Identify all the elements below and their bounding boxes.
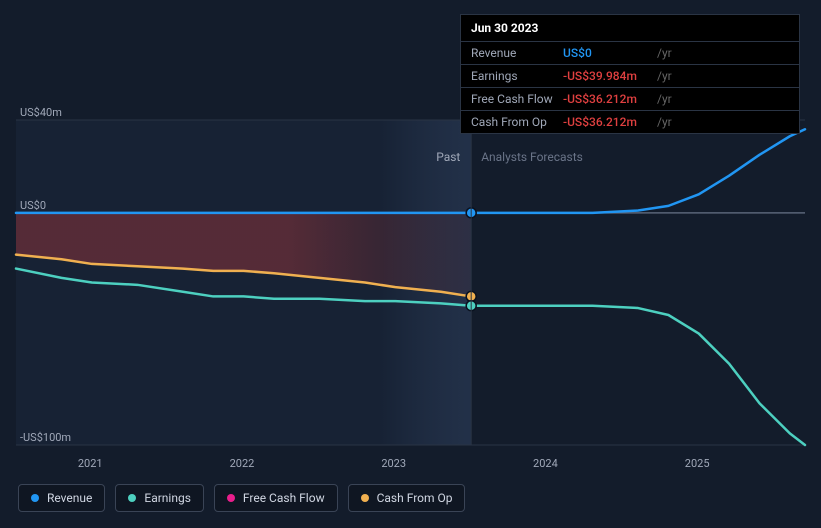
legend-dot xyxy=(31,494,39,502)
tooltip-row-value: -US$36.212m xyxy=(563,115,653,129)
legend-label: Earnings xyxy=(144,491,191,505)
tooltip-row-unit: /yr xyxy=(657,92,672,106)
tooltip-row-unit: /yr xyxy=(657,46,672,60)
tooltip-row-value: -US$39.984m xyxy=(563,69,653,83)
x-axis-label: 2021 xyxy=(78,457,103,470)
y-axis-label: US$40m xyxy=(20,106,62,119)
tooltip-row-unit: /yr xyxy=(657,69,672,83)
chart-tooltip: Jun 30 2023 RevenueUS$0/yrEarnings-US$39… xyxy=(460,14,800,134)
tooltip-row-label: Earnings xyxy=(471,69,563,83)
past-label: Past xyxy=(436,150,460,164)
tooltip-date: Jun 30 2023 xyxy=(461,15,799,42)
legend-item-free-cash-flow[interactable]: Free Cash Flow xyxy=(214,484,338,512)
y-axis-label: -US$100m xyxy=(20,431,71,444)
forecast-label: Analysts Forecasts xyxy=(481,150,583,164)
tooltip-row-label: Revenue xyxy=(471,46,563,60)
legend-dot xyxy=(361,494,369,502)
tooltip-row: RevenueUS$0/yr xyxy=(461,42,799,65)
tooltip-row: Earnings-US$39.984m/yr xyxy=(461,65,799,88)
tooltip-row: Cash From Op-US$36.212m/yr xyxy=(461,111,799,133)
x-axis-label: 2025 xyxy=(685,457,710,470)
legend-item-earnings[interactable]: Earnings xyxy=(115,484,204,512)
chart-legend: Revenue Earnings Free Cash Flow Cash From O… xyxy=(18,484,465,512)
tooltip-row-value: US$0 xyxy=(563,46,653,60)
legend-item-cash-from-op[interactable]: Cash From Op xyxy=(348,484,466,512)
legend-dot xyxy=(227,494,235,502)
tooltip-row: Free Cash Flow-US$36.212m/yr xyxy=(461,88,799,111)
x-axis-label: 2024 xyxy=(533,457,558,470)
y-axis-label: US$0 xyxy=(20,199,46,212)
x-axis-label: 2023 xyxy=(381,457,406,470)
tooltip-row-label: Cash From Op xyxy=(471,115,563,129)
legend-item-revenue[interactable]: Revenue xyxy=(18,484,105,512)
legend-dot xyxy=(128,494,136,502)
tooltip-row-value: -US$36.212m xyxy=(563,92,653,106)
tooltip-row-label: Free Cash Flow xyxy=(471,92,563,106)
tooltip-row-unit: /yr xyxy=(657,115,672,129)
legend-label: Cash From Op xyxy=(377,491,453,505)
legend-label: Free Cash Flow xyxy=(243,491,325,505)
x-axis-label: 2022 xyxy=(230,457,255,470)
legend-label: Revenue xyxy=(47,491,92,505)
